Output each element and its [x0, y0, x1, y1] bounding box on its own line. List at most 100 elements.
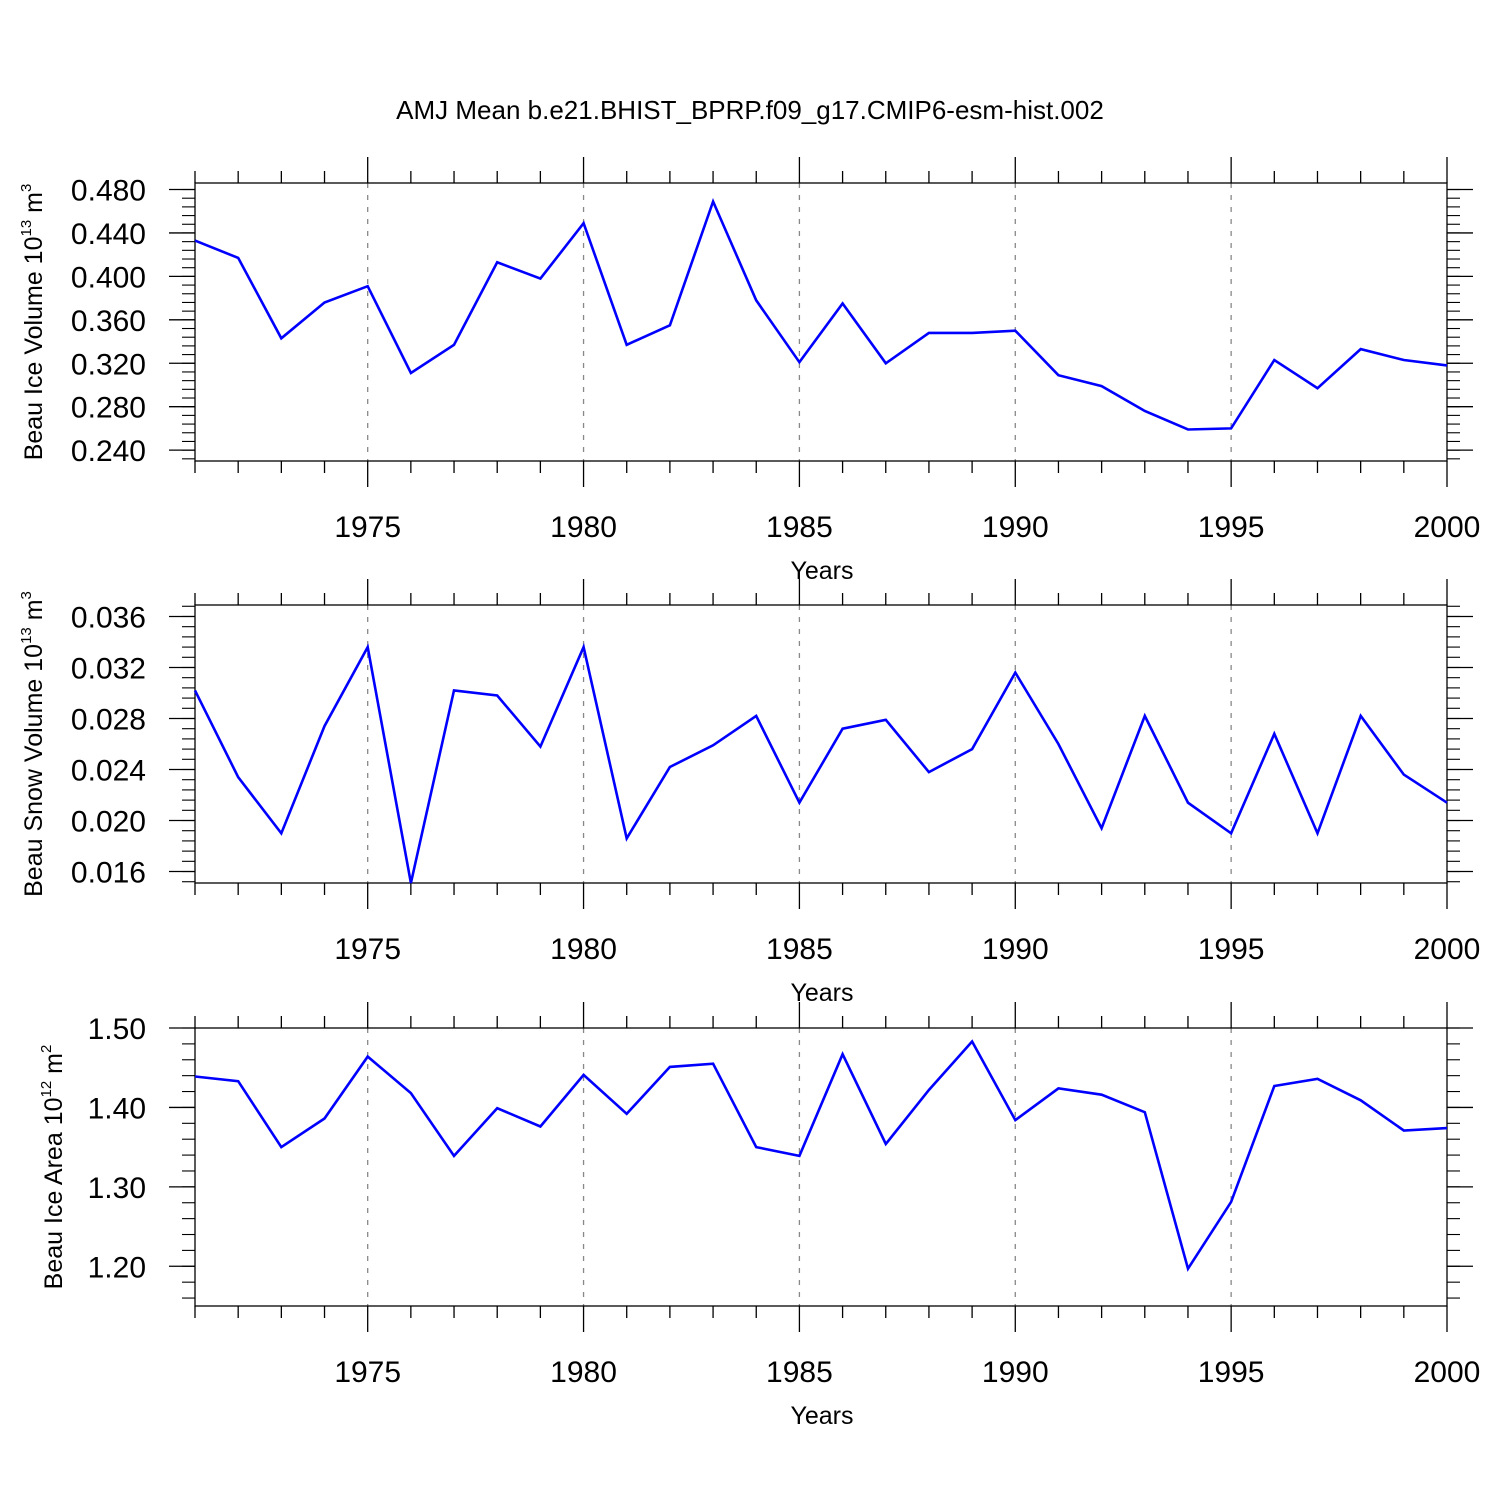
y-axis-title: Beau Ice Area 1012 m2 [38, 1045, 68, 1290]
y-tick-label: 0.440 [71, 218, 146, 251]
plot-frame [194, 1027, 1448, 1307]
series-line [194, 197, 1448, 431]
data-point [323, 1117, 327, 1121]
data-point [538, 277, 542, 281]
data-point [279, 336, 283, 340]
y-tick-label: 0.028 [71, 703, 146, 736]
x-tick-label: 1995 [1198, 933, 1265, 966]
data-point [1186, 428, 1190, 432]
data-point [711, 743, 715, 747]
data-point [1056, 1086, 1060, 1090]
data-point [927, 331, 931, 335]
plot-frame [194, 182, 1448, 462]
data-point [1272, 358, 1276, 362]
data-point [582, 221, 586, 225]
data-point [1229, 426, 1233, 430]
data-point [754, 714, 758, 718]
data-point [797, 360, 801, 364]
x-tick-label: 1985 [766, 511, 833, 544]
data-point [884, 718, 888, 722]
data-point [1143, 409, 1147, 413]
snow-volume-panel: 0.016 0.020 0.024 0.028 0.032 0.036 1975 1980 19… [18, 579, 1480, 1007]
data-point [1402, 773, 1406, 777]
data-point [193, 688, 197, 692]
x-tick-label: 1980 [550, 1356, 617, 1389]
data-point [1100, 384, 1104, 388]
data-point [236, 256, 240, 260]
x-tick-label: 1990 [982, 933, 1049, 966]
data-point [495, 1106, 499, 1110]
y-axis-title: Beau Snow Volume 1013 m3 [18, 591, 48, 897]
x-tick-label: 1980 [550, 933, 617, 966]
x-tick-label: 1995 [1198, 1356, 1265, 1389]
data-point [754, 1145, 758, 1149]
y-tick-label: 0.400 [71, 261, 146, 294]
data-point [1100, 1093, 1104, 1097]
data-point [625, 836, 629, 840]
x-tick-label: 1980 [550, 511, 617, 544]
data-point [1402, 358, 1406, 362]
data-point [495, 694, 499, 698]
data-point [970, 1040, 974, 1044]
x-tick-label: 1975 [334, 933, 401, 966]
x-tick-label: 1990 [982, 511, 1049, 544]
data-point [625, 343, 629, 347]
data-point [1186, 1267, 1190, 1271]
y-tick-label: 1.50 [88, 1013, 146, 1046]
y-tick-label: 0.280 [71, 392, 146, 425]
data-point [1315, 1077, 1319, 1081]
x-tick-label: 1995 [1198, 511, 1265, 544]
data-point [236, 775, 240, 779]
data-point [1229, 831, 1233, 835]
x-tick-label: 1975 [334, 511, 401, 544]
y-tick-label: 1.40 [88, 1092, 146, 1125]
data-point [711, 199, 715, 203]
data-point [193, 239, 197, 243]
data-point [409, 881, 413, 885]
data-point [625, 1112, 629, 1116]
data-point [1056, 742, 1060, 746]
ice-volume-panel: 0.240 0.280 0.320 0.360 0.400 0.440 0.480 1975 1… [18, 157, 1480, 585]
data-point [1445, 363, 1449, 367]
data-point [1143, 714, 1147, 718]
data-point [1100, 826, 1104, 830]
data-point [927, 1088, 931, 1092]
data-point [452, 1154, 456, 1158]
data-point [538, 1124, 542, 1128]
x-tick-label: 2000 [1414, 933, 1481, 966]
data-point [1272, 1084, 1276, 1088]
data-point [452, 688, 456, 692]
ice-area-panel: 1.20 1.30 1.40 1.50 1975 1980 1985 1990 1995 2000… [38, 1002, 1480, 1430]
data-point [409, 1091, 413, 1095]
data-point [495, 260, 499, 264]
data-point [452, 343, 456, 347]
data-point [841, 302, 845, 306]
y-tick-label: 0.480 [71, 175, 146, 208]
x-tick-label: 1975 [334, 1356, 401, 1389]
y-tick-label: 0.032 [71, 652, 146, 685]
data-point [236, 1079, 240, 1083]
data-point [884, 361, 888, 365]
y-axis-title: Beau Ice Volume 1013 m3 [18, 184, 48, 461]
data-point [538, 745, 542, 749]
data-point [797, 801, 801, 805]
data-point [927, 770, 931, 774]
data-point [279, 831, 283, 835]
data-point [668, 323, 672, 327]
x-tick-label: 2000 [1414, 511, 1481, 544]
data-point [1013, 329, 1017, 333]
data-point [754, 298, 758, 302]
plot-frame [194, 604, 1448, 884]
data-point [1359, 714, 1363, 718]
data-point [1445, 1126, 1449, 1130]
series-line [193, 642, 1448, 884]
x-axis-title: Years [790, 979, 853, 1007]
data-point [1056, 373, 1060, 377]
y-tick-label: 0.320 [71, 348, 146, 381]
data-point [841, 1052, 845, 1056]
data-point [797, 1154, 801, 1158]
data-point [1315, 386, 1319, 390]
data-point [970, 747, 974, 751]
x-tick-label: 2000 [1414, 1356, 1481, 1389]
